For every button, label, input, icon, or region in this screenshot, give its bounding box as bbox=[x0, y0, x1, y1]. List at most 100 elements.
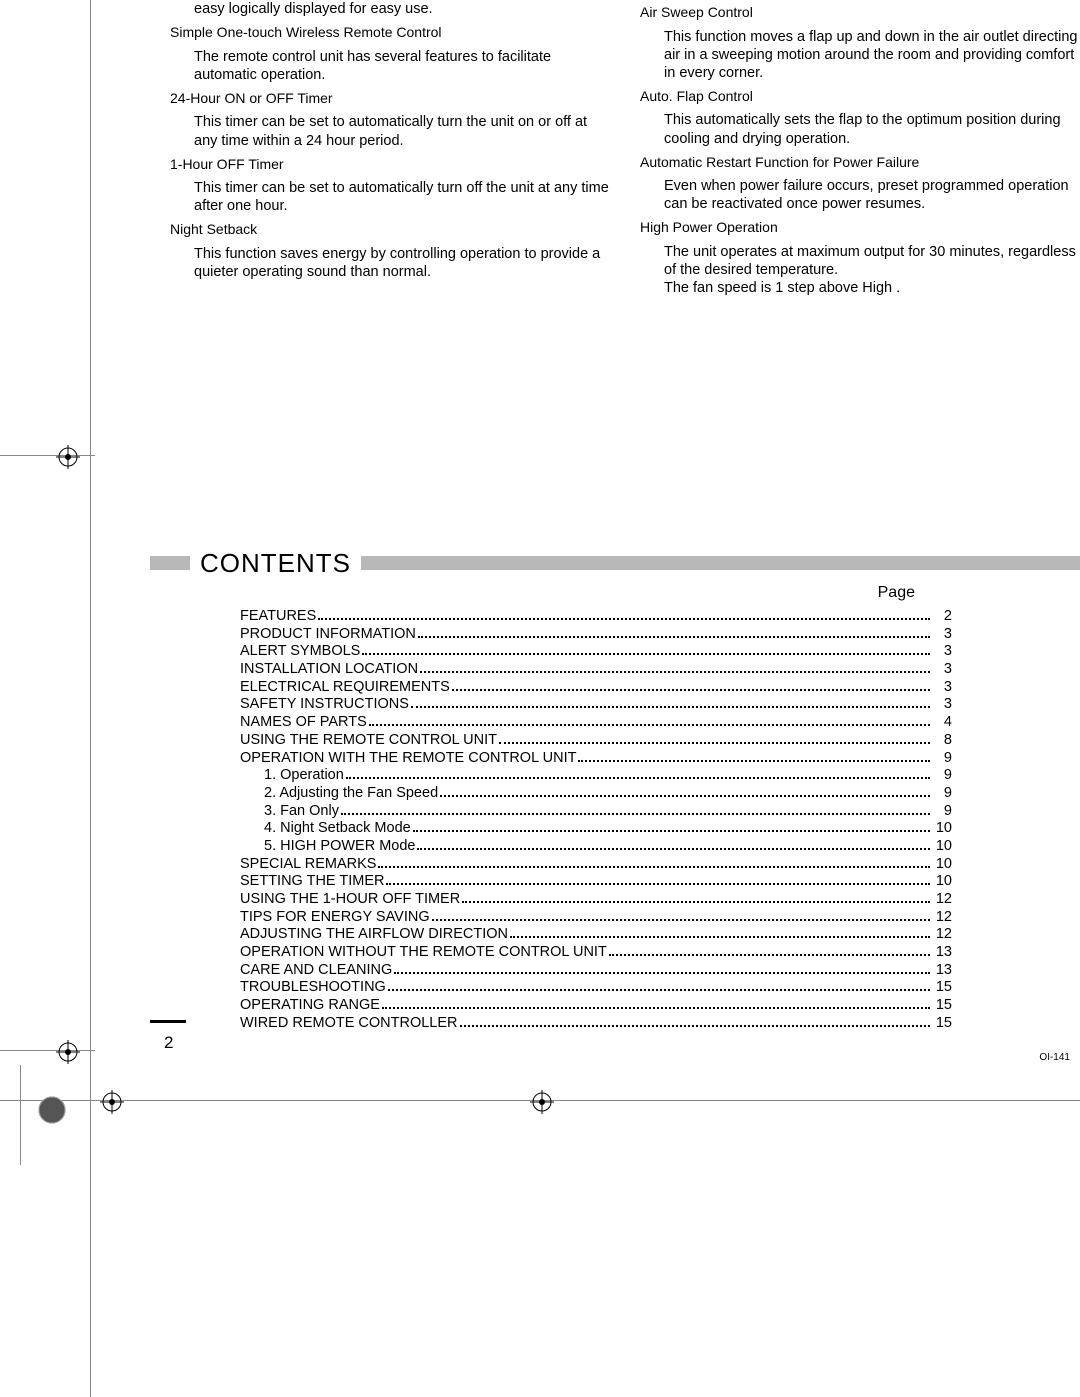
table-of-contents: FEATURES2PRODUCT INFORMATION3ALERT SYMBO… bbox=[240, 608, 952, 1033]
toc-page-number: 9 bbox=[932, 750, 952, 768]
toc-leader-dots bbox=[362, 645, 930, 655]
toc-label: CARE AND CLEANING bbox=[240, 962, 392, 980]
toc-leader-dots bbox=[417, 840, 930, 850]
feature-title: Night Setback bbox=[170, 221, 610, 239]
toc-label: ELECTRICAL REQUIREMENTS bbox=[240, 679, 450, 697]
toc-row: SETTING THE TIMER10 bbox=[240, 873, 952, 891]
crop-line-vertical bbox=[90, 0, 91, 1397]
registration-mark-icon bbox=[56, 1040, 80, 1064]
feature-description: The unit operates at maximum output for … bbox=[640, 243, 1080, 297]
registration-mark-icon bbox=[530, 1090, 554, 1114]
toc-label: NAMES OF PARTS bbox=[240, 714, 367, 732]
feature-title: Simple One-touch Wireless Remote Control bbox=[170, 24, 610, 42]
toc-label: 2. Adjusting the Fan Speed bbox=[264, 785, 438, 803]
toc-label: SETTING THE TIMER bbox=[240, 873, 384, 891]
toc-page-number: 12 bbox=[932, 909, 952, 927]
toc-row: ADJUSTING THE AIRFLOW DIRECTION12 bbox=[240, 926, 952, 944]
toc-label: TIPS FOR ENERGY SAVING bbox=[240, 909, 430, 927]
crop-line-horizontal bbox=[0, 1050, 95, 1051]
toc-leader-dots bbox=[452, 681, 930, 691]
toc-leader-dots bbox=[369, 716, 930, 726]
toc-leader-dots bbox=[388, 981, 930, 991]
toc-row: 3. Fan Only 9 bbox=[240, 803, 952, 821]
toc-page-number: 2 bbox=[932, 608, 952, 626]
toc-leader-dots bbox=[318, 610, 930, 620]
toc-row: 4. Night Setback Mode 10 bbox=[240, 820, 952, 838]
toc-label: USING THE 1-HOUR OFF TIMER bbox=[240, 891, 460, 909]
page-number-block: 2 bbox=[150, 1020, 186, 1053]
toc-label: TROUBLESHOOTING bbox=[240, 979, 386, 997]
toc-row: OPERATION WITH THE REMOTE CONTROL UNIT 9 bbox=[240, 750, 952, 768]
toc-label: SAFETY INSTRUCTIONS bbox=[240, 696, 409, 714]
toc-page-number: 9 bbox=[932, 785, 952, 803]
toc-page-number: 13 bbox=[932, 962, 952, 980]
registration-mark-icon bbox=[100, 1090, 124, 1114]
toc-label: OPERATION WITH THE REMOTE CONTROL UNIT bbox=[240, 750, 576, 768]
feature-title: Auto. Flap Control bbox=[640, 88, 1080, 106]
features-right-column: Air Sweep Control This function moves a f… bbox=[640, 0, 1080, 303]
feature-title: 1-Hour OFF Timer bbox=[170, 156, 610, 174]
toc-label: 5. HIGH POWER Mode bbox=[264, 838, 415, 856]
toc-page-number: 10 bbox=[932, 856, 952, 874]
toc-row: ALERT SYMBOLS3 bbox=[240, 643, 952, 661]
toc-row: TROUBLESHOOTING15 bbox=[240, 979, 952, 997]
toc-page-number: 3 bbox=[932, 626, 952, 644]
toc-page-number: 9 bbox=[932, 767, 952, 785]
feature-description: easy logically displayed for easy use. bbox=[170, 0, 610, 18]
feature-description: Even when power failure occurs, preset p… bbox=[640, 177, 1080, 213]
page-column-label: Page bbox=[878, 584, 915, 602]
toc-label: PRODUCT INFORMATION bbox=[240, 626, 416, 644]
toc-row: USING THE REMOTE CONTROL UNIT 8 bbox=[240, 732, 952, 750]
toc-page-number: 3 bbox=[932, 661, 952, 679]
feature-description: This timer can be set to automatically t… bbox=[170, 179, 610, 215]
contents-title: CONTENTS bbox=[190, 548, 361, 579]
toc-label: WIRED REMOTE CONTROLLER bbox=[240, 1015, 458, 1033]
toc-page-number: 10 bbox=[932, 838, 952, 856]
toc-page-number: 3 bbox=[932, 679, 952, 697]
toc-page-number: 10 bbox=[932, 820, 952, 838]
toc-leader-dots bbox=[460, 1017, 930, 1027]
toc-label: SPECIAL REMARKS bbox=[240, 856, 376, 874]
toc-page-number: 13 bbox=[932, 944, 952, 962]
toc-row: SAFETY INSTRUCTIONS3 bbox=[240, 696, 952, 714]
toc-leader-dots bbox=[382, 999, 930, 1009]
toc-page-number: 8 bbox=[932, 732, 952, 750]
crop-line-horizontal bbox=[0, 455, 95, 456]
toc-label: 3. Fan Only bbox=[264, 803, 339, 821]
toc-page-number: 15 bbox=[932, 997, 952, 1015]
toc-leader-dots bbox=[440, 787, 930, 797]
toc-leader-dots bbox=[413, 822, 930, 832]
toc-label: 4. Night Setback Mode bbox=[264, 820, 411, 838]
features-columns: easy logically displayed for easy use. Si… bbox=[170, 0, 1080, 303]
toc-leader-dots bbox=[578, 751, 930, 761]
toc-row: CARE AND CLEANING 13 bbox=[240, 962, 952, 980]
toc-leader-dots bbox=[462, 893, 930, 903]
toc-leader-dots bbox=[510, 928, 930, 938]
toc-row: USING THE 1-HOUR OFF TIMER 12 bbox=[240, 891, 952, 909]
crop-line-vertical bbox=[20, 1065, 21, 1165]
contents-header: CONTENTS bbox=[150, 548, 1080, 578]
toc-row: 2. Adjusting the Fan Speed 9 bbox=[240, 785, 952, 803]
toc-label: ALERT SYMBOLS bbox=[240, 643, 360, 661]
toc-label: FEATURES bbox=[240, 608, 316, 626]
page-number-rule bbox=[150, 1020, 186, 1023]
page-number: 2 bbox=[150, 1033, 186, 1053]
toc-row: TIPS FOR ENERGY SAVING 12 bbox=[240, 909, 952, 927]
toc-row: PRODUCT INFORMATION 3 bbox=[240, 626, 952, 644]
toc-row: 5. HIGH POWER Mode 10 bbox=[240, 838, 952, 856]
toc-leader-dots bbox=[346, 769, 930, 779]
toc-row: INSTALLATION LOCATION3 bbox=[240, 661, 952, 679]
toc-page-number: 9 bbox=[932, 803, 952, 821]
toc-row: 1. Operation 9 bbox=[240, 767, 952, 785]
toc-label: USING THE REMOTE CONTROL UNIT bbox=[240, 732, 497, 750]
header-bar-right bbox=[361, 556, 1080, 570]
feature-title: Air Sweep Control bbox=[640, 4, 1080, 22]
toc-row: WIRED REMOTE CONTROLLER15 bbox=[240, 1015, 952, 1033]
toc-page-number: 12 bbox=[932, 891, 952, 909]
toc-leader-dots bbox=[432, 911, 930, 921]
toc-label: 1. Operation bbox=[264, 767, 344, 785]
registration-dot-icon bbox=[37, 1095, 67, 1125]
toc-page-number: 4 bbox=[932, 714, 952, 732]
toc-leader-dots bbox=[499, 734, 930, 744]
feature-description: This function moves a flap up and down i… bbox=[640, 28, 1080, 82]
